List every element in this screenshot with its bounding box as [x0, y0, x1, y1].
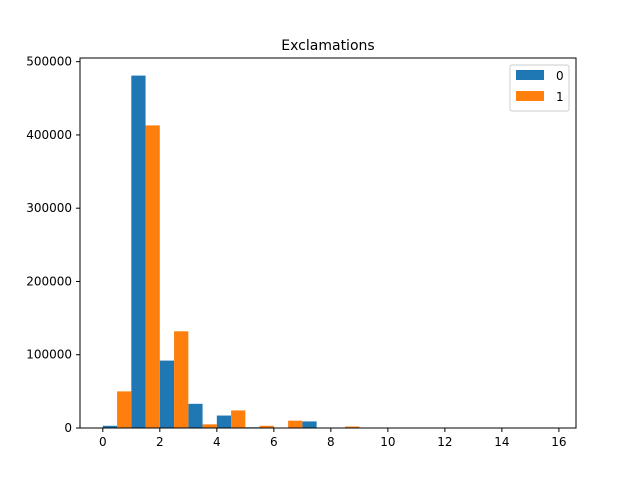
bar-series-1-bin-5	[259, 425, 274, 428]
x-tick-label-2: 4	[213, 435, 221, 449]
bars-layer	[102, 75, 559, 428]
x-tick-label-3: 6	[270, 435, 278, 449]
bar-series-0-bin-1	[131, 75, 146, 428]
bar-series-1-bin-1	[145, 125, 160, 428]
x-tick-label-8: 16	[551, 435, 566, 449]
y-axis: 0 100000 200000 300000 400000 500000	[26, 55, 80, 435]
bar-series-0-bin-2	[159, 360, 175, 428]
bar-series-1-bin-3	[202, 424, 217, 428]
y-tick-label-1: 100000	[26, 348, 72, 362]
x-tick-label-6: 12	[437, 435, 452, 449]
legend-swatch-0	[516, 70, 544, 80]
legend: 0 1	[509, 64, 570, 112]
y-tick-label-5: 500000	[26, 55, 72, 69]
bar-series-1-bin-8	[345, 426, 360, 428]
y-tick-label-2: 200000	[26, 274, 72, 288]
bar-series-1-bin-6	[288, 420, 303, 428]
bar-series-1-bin-0	[117, 391, 132, 428]
y-tick-label-4: 400000	[26, 128, 72, 142]
x-axis: 0 2 4 6 8 10 12 14 16	[99, 428, 567, 449]
bar-series-0-bin-0	[102, 425, 118, 428]
x-tick-label-1: 2	[156, 435, 164, 449]
bar-series-1-bin-2	[174, 331, 189, 428]
bar-series-0-bin-7	[302, 421, 317, 428]
legend-label-1: 1	[556, 90, 564, 104]
legend-swatch-1	[516, 91, 544, 101]
bar-series-0-bin-3	[188, 403, 203, 428]
y-tick-label-0: 0	[64, 421, 72, 435]
x-tick-label-4: 8	[327, 435, 335, 449]
x-tick-label-7: 14	[494, 435, 509, 449]
x-tick-label-0: 0	[99, 435, 107, 449]
bar-series-0-bin-4	[216, 415, 232, 428]
plot-area-frame	[79, 57, 577, 429]
chart-title: Exclamations	[281, 38, 374, 54]
y-tick-label-3: 300000	[26, 201, 72, 215]
bar-series-1-bin-4	[231, 410, 246, 428]
x-tick-label-5: 10	[380, 435, 395, 449]
legend-label-0: 0	[556, 69, 564, 83]
